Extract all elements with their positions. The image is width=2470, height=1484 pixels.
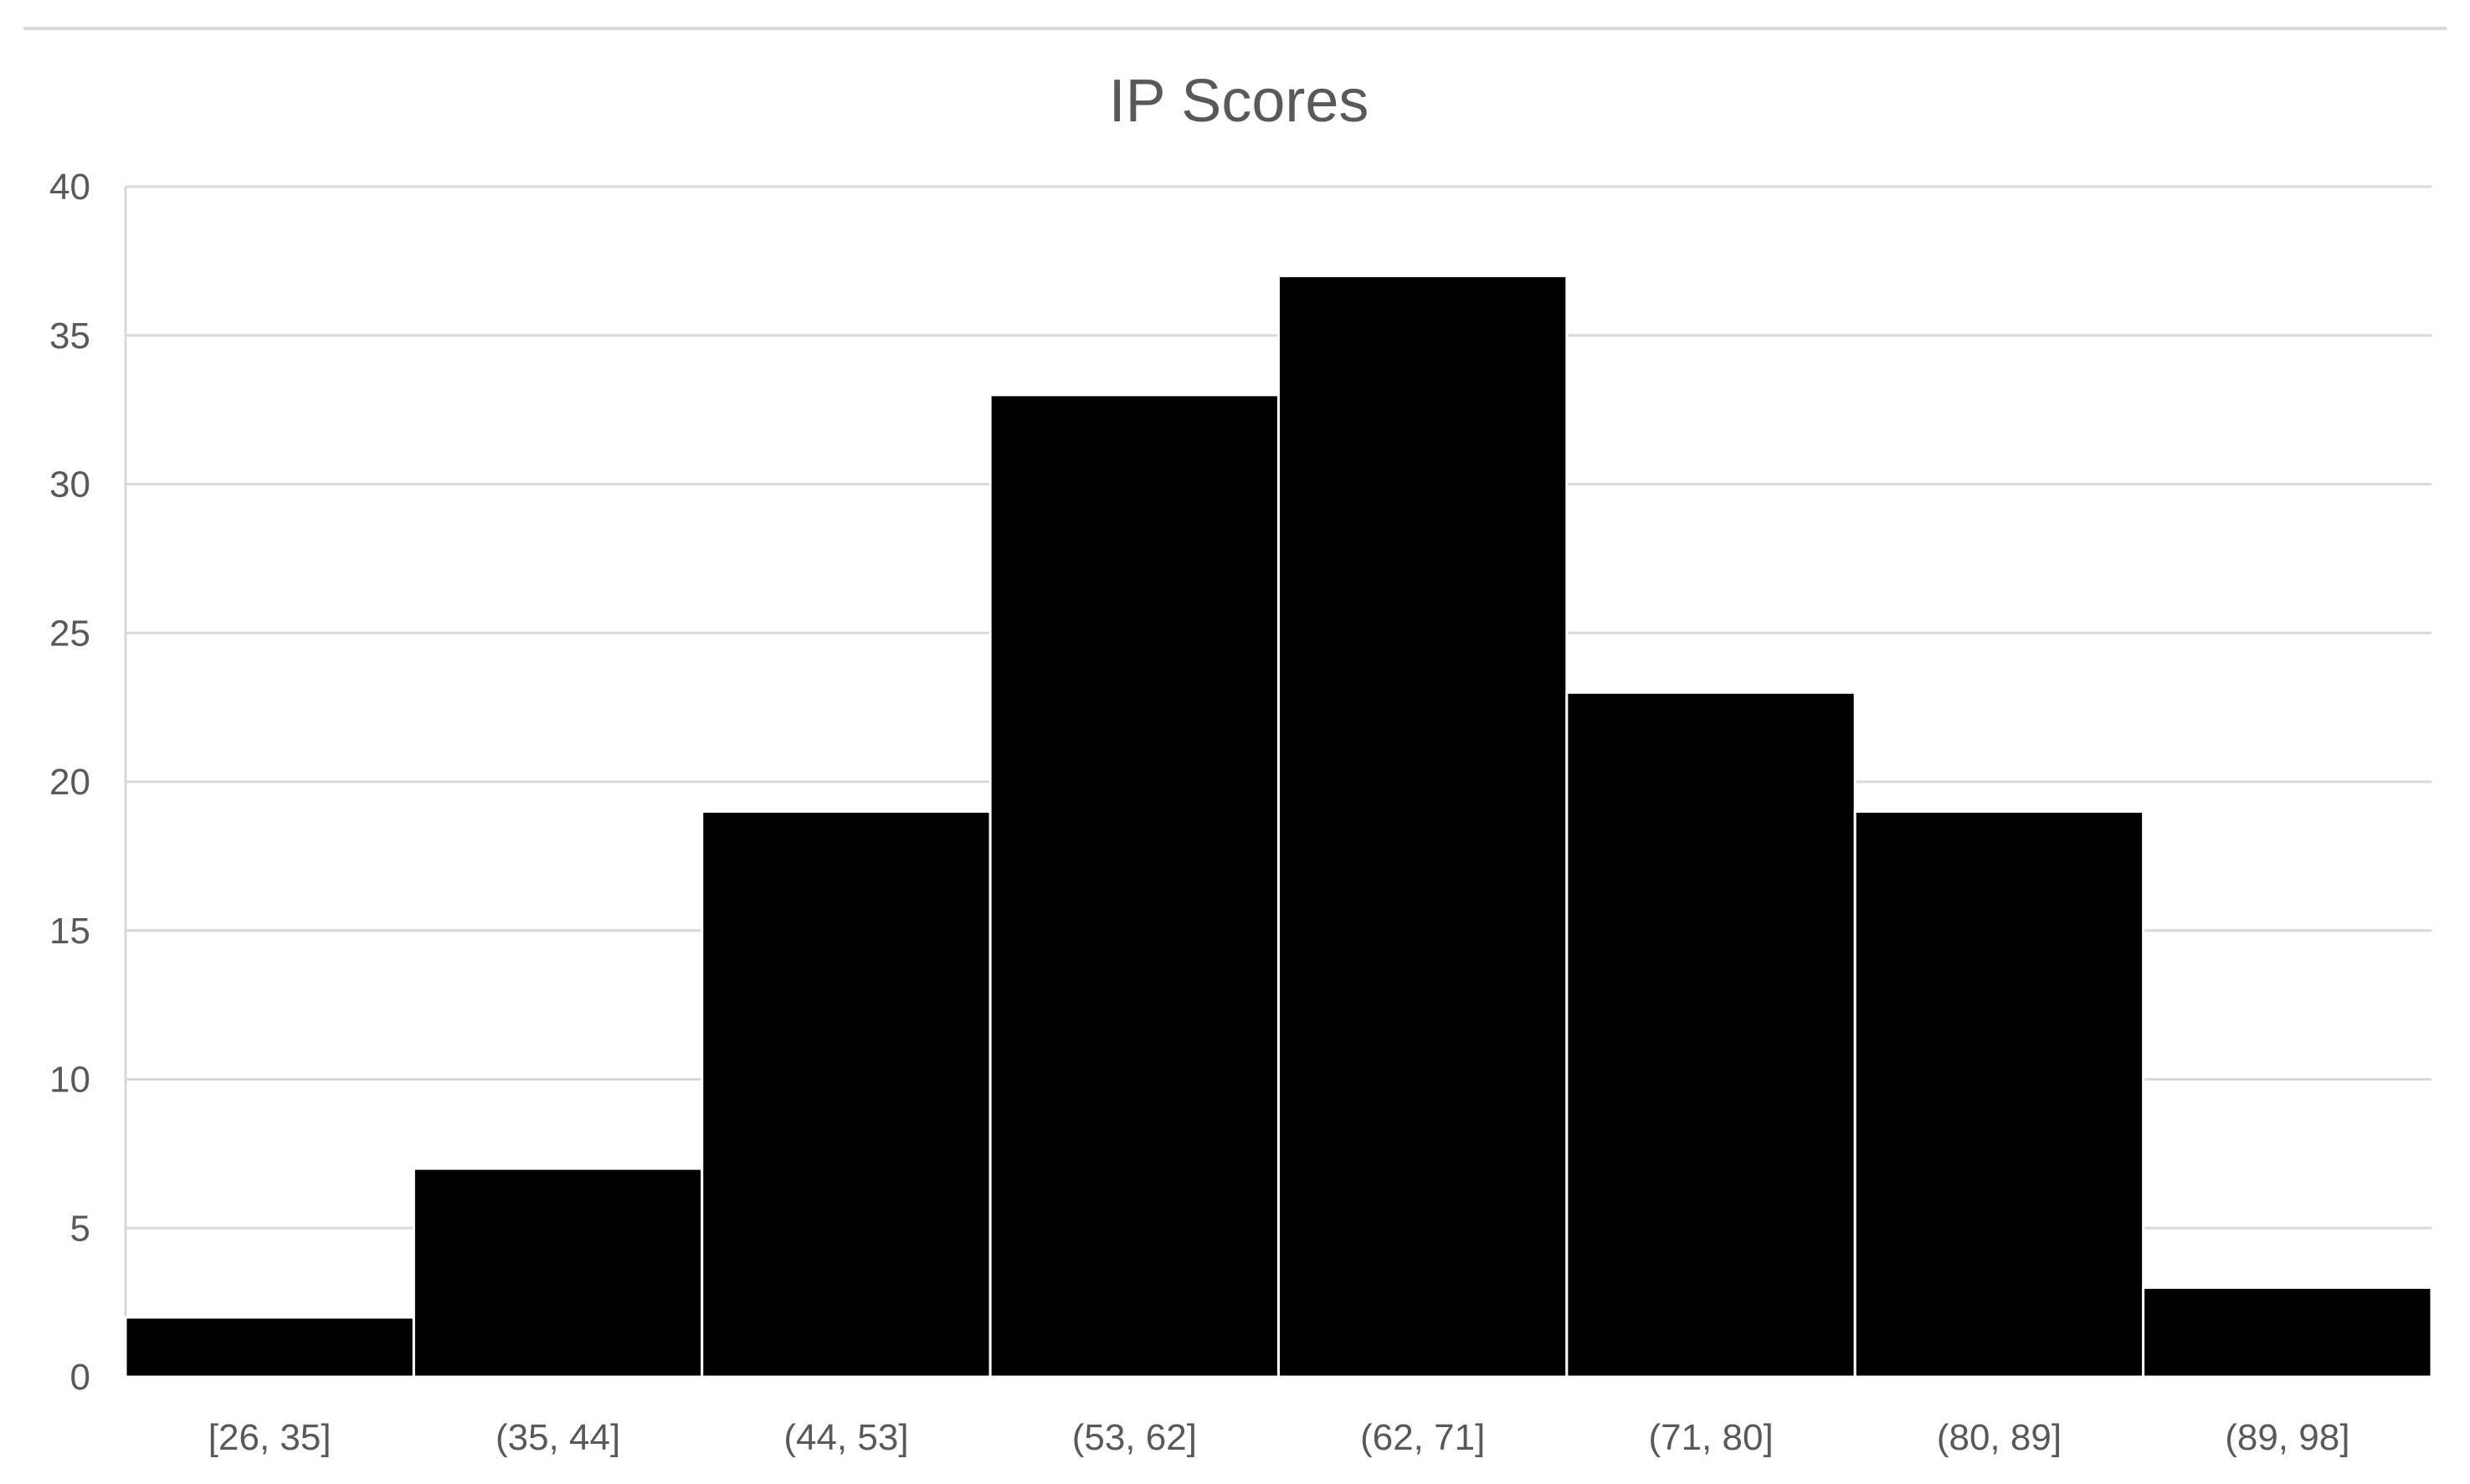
y-tick-label: 40 bbox=[49, 167, 90, 208]
x-tick-label: (89, 98] bbox=[2225, 1417, 2349, 1458]
y-tick-label: 0 bbox=[70, 1357, 90, 1398]
bar-4 bbox=[1277, 275, 1569, 1379]
x-tick-label: (71, 80] bbox=[1648, 1417, 1773, 1458]
bar-7 bbox=[2142, 1286, 2433, 1379]
bar-2 bbox=[701, 810, 992, 1379]
x-tick-label: (53, 62] bbox=[1072, 1417, 1197, 1458]
y-tick-label: 5 bbox=[70, 1208, 90, 1249]
y-tick-label: 20 bbox=[49, 762, 90, 803]
x-tick-label: (44, 53] bbox=[783, 1417, 908, 1458]
y-tick-label: 10 bbox=[49, 1060, 90, 1101]
bars bbox=[124, 275, 2433, 1379]
bar-5 bbox=[1565, 691, 1856, 1379]
bar-0 bbox=[124, 1316, 415, 1379]
x-tick-label: (62, 71] bbox=[1360, 1417, 1485, 1458]
y-tick-label: 30 bbox=[49, 465, 90, 506]
bar-1 bbox=[412, 1167, 704, 1379]
bar-6 bbox=[1853, 810, 2145, 1379]
y-tick-label: 25 bbox=[49, 613, 90, 654]
bar-3 bbox=[989, 393, 1280, 1379]
x-axis-ticks: [26, 35] (35, 44] (44, 53] (53, 62] (62, 71]… bbox=[208, 1417, 2350, 1458]
x-tick-label: (80, 89] bbox=[1937, 1417, 2062, 1458]
x-tick-label: [26, 35] bbox=[208, 1417, 331, 1458]
y-tick-label: 15 bbox=[49, 911, 90, 952]
x-tick-label: (35, 44] bbox=[496, 1417, 620, 1458]
chart-title: IP Scores bbox=[1109, 68, 1369, 135]
y-tick-label: 35 bbox=[49, 316, 90, 357]
y-axis-ticks: 0 5 10 15 20 25 30 35 40 bbox=[49, 167, 90, 1398]
